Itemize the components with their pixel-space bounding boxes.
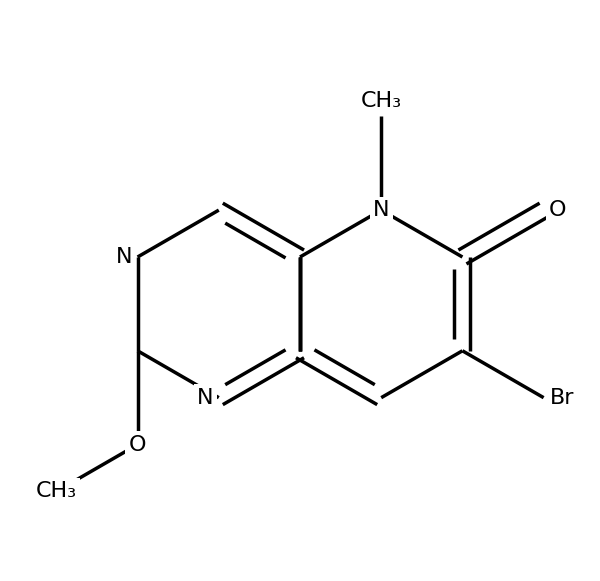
Text: Br: Br (550, 388, 575, 408)
Text: O: O (129, 435, 146, 454)
Text: CH₃: CH₃ (361, 91, 402, 111)
Text: N: N (197, 388, 214, 408)
Text: N: N (116, 247, 132, 267)
Text: CH₃: CH₃ (36, 482, 77, 501)
Text: O: O (549, 200, 566, 220)
Text: N: N (373, 200, 389, 220)
